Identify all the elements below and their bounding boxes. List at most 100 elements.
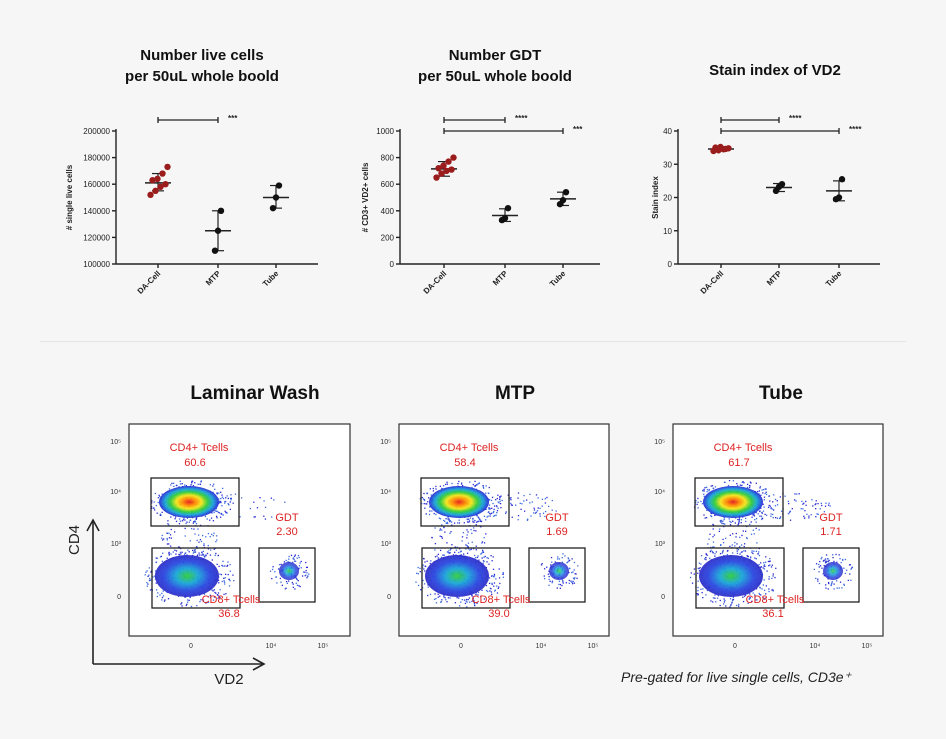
event-dot [159,513,161,515]
event-dot [197,483,199,485]
event-dot [741,481,743,483]
event-dot [729,606,731,608]
event-dot [224,510,226,512]
series-DA-Cell [145,163,171,199]
event-dot [722,551,724,553]
event-dot [509,497,511,500]
event-dot [711,550,713,553]
gdt-gate [258,547,316,603]
event-dot [475,545,477,547]
event-dot [434,542,437,545]
y-tick-label: 10⁵ [654,439,665,446]
event-dot [458,522,461,524]
event-dot [491,582,493,584]
event-dot [443,554,445,556]
event-dot [440,535,443,538]
event-dot [815,503,817,505]
event-dot [754,594,756,596]
event-dot [219,516,222,518]
event-dot [193,521,195,523]
event-dot [824,562,827,564]
event-dot [493,576,495,578]
event-dot [787,500,790,503]
event-dot [465,548,467,550]
event-dot [270,497,273,499]
event-dot [429,562,431,565]
event-dot [186,521,188,523]
event-dot [221,580,223,583]
event-dot [492,502,494,505]
event-dot [707,543,709,545]
event-dot [500,495,502,497]
event-dot [763,564,766,566]
event-dot [482,549,484,552]
event-dot [763,496,766,498]
event-dot [174,518,176,520]
event-dot [849,573,851,575]
event-dot [493,508,495,511]
y-tick-label: 10³ [111,541,122,548]
event-dot [180,553,182,555]
event-dot [475,530,477,532]
event-dot [209,535,211,538]
event-dot [496,505,498,508]
y-tick-label: 0 [117,594,121,601]
event-dot [768,576,770,578]
event-dot [471,486,473,489]
event-dot [211,589,213,591]
event-dot [722,541,725,544]
significance-bracket: **** [720,114,802,123]
event-dot [558,580,561,582]
event-dot [292,561,294,563]
event-dot [704,517,706,519]
event-dot [263,515,265,517]
event-dot [491,575,493,577]
event-dot [217,579,220,582]
event-dot [546,566,548,568]
event-dot [300,560,302,563]
event-dot [288,558,290,560]
event-dot [475,514,478,516]
event-dot [218,492,220,494]
event-dot [225,573,227,576]
event-dot [841,587,843,589]
event-dot [739,536,741,539]
event-dot [714,486,717,488]
event-dot [445,518,447,520]
event-dot [160,555,163,558]
data-point [835,194,843,201]
event-dot [194,482,196,484]
event-dot [488,577,491,579]
event-dot [192,522,194,524]
event-dot [758,529,760,531]
event-dot [487,557,490,560]
event-dot [511,516,513,518]
section-divider [40,341,906,342]
event-dot [693,568,696,570]
event-dot [459,551,462,553]
event-dot [168,551,170,554]
event-dot [178,486,180,488]
event-dot [450,521,453,523]
event-dot [832,554,834,556]
event-dot [187,601,189,603]
event-dot [466,521,469,523]
event-dot [723,481,726,484]
event-dot [451,482,453,485]
event-dot [788,502,790,505]
event-dot [485,589,488,592]
event-dot [710,600,712,602]
event-dot [444,520,446,522]
event-dot [763,589,766,591]
flow-panel-1-title: Laminar Wash [190,383,320,404]
event-dot [734,522,737,524]
event-dot [218,596,221,598]
event-dot [791,508,793,510]
event-dot [551,499,553,502]
event-dot [168,537,171,539]
event-dot [229,563,231,566]
event-dot [729,545,731,548]
event-dot [153,501,155,503]
event-dot [745,517,747,520]
event-dot [492,556,494,558]
